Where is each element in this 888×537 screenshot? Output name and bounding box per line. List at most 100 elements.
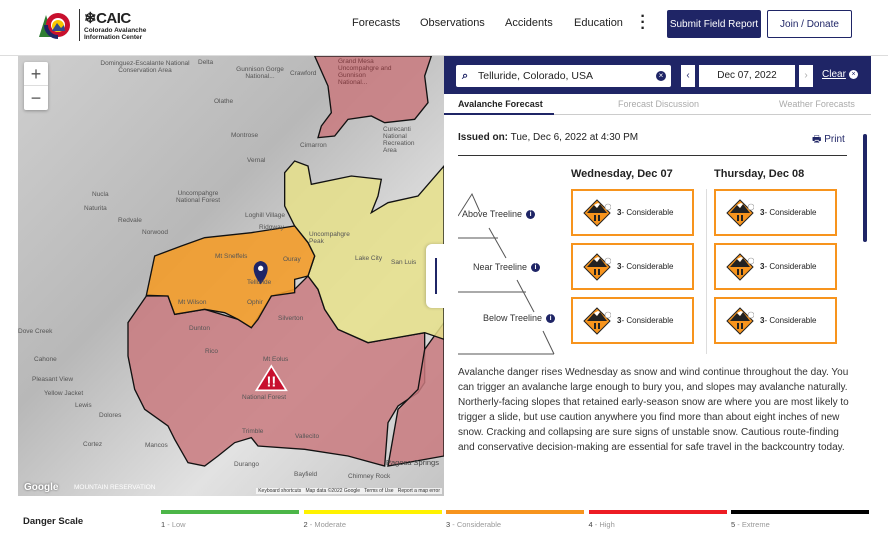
danger-rating-card[interactable]: 3- Considerable: [714, 189, 837, 236]
map-label: Vernal: [247, 157, 266, 164]
map-attribution: Keyboard shortcuts Map data ©2022 Google…: [256, 488, 442, 494]
map-zones: !!: [18, 56, 444, 496]
map-label: Dominguez-Escalante National Conservatio…: [100, 60, 190, 74]
map-label: Grand Mesa Uncompahgre and Gunnison Nati…: [338, 58, 392, 86]
nav-accidents[interactable]: Accidents: [505, 17, 553, 29]
considerable-danger-icon: [583, 306, 611, 335]
zone-east-high: [387, 321, 444, 467]
map-label: Dolores: [99, 412, 122, 419]
map-data-text: Map data ©2022 Google: [305, 488, 361, 494]
map-label: Nucla: [92, 191, 109, 198]
issued-on: Issued on: Tue, Dec 6, 2022 at 4:30 PM: [458, 132, 639, 143]
map-label: Trimble: [242, 428, 264, 435]
map-label: Lewis: [75, 402, 92, 409]
keyboard-shortcuts-link[interactable]: Keyboard shortcuts: [258, 488, 302, 494]
map-label: Lake City: [355, 255, 383, 262]
clear-icon[interactable]: ×: [849, 70, 858, 79]
panel-resize-handle[interactable]: [426, 244, 448, 308]
map-label: Naturita: [84, 205, 107, 212]
forecast-panel: ⌕ Telluride, Colorado, USA × ‹ Dec 07, 2…: [444, 56, 871, 496]
search-icon: ⌕: [462, 70, 469, 82]
scrollbar[interactable]: [863, 134, 867, 242]
clear-search-icon[interactable]: ×: [656, 71, 666, 81]
info-icon[interactable]: i: [526, 209, 536, 219]
map-label: National Forest: [242, 394, 287, 401]
map-label: Crawford: [290, 70, 317, 77]
clear-button[interactable]: Clear: [822, 69, 846, 80]
danger-level-5: 5 - Extreme: [731, 510, 869, 529]
report-error-link[interactable]: Report a map error: [397, 488, 440, 494]
info-icon[interactable]: i: [531, 262, 541, 272]
danger-level-3: 3 - Considerable: [446, 510, 584, 529]
map-label: Rico: [205, 348, 219, 355]
logo-text: ❄CAIC Colorado Avalanche Information Cen…: [79, 9, 146, 41]
map-label: Loghill Village: [245, 212, 285, 219]
danger-level-bar: [303, 510, 442, 514]
danger-rating-card[interactable]: 3- Considerable: [571, 243, 694, 290]
danger-level-label: 3 - Considerable: [446, 520, 502, 529]
avalanche-warning-icon: !!: [254, 364, 288, 392]
danger-level-2: 2 - Moderate: [303, 510, 442, 529]
zoom-in-button[interactable]: +: [24, 62, 48, 86]
danger-rating-label: 3- Considerable: [760, 208, 817, 217]
search-value: Telluride, Colorado, USA: [478, 70, 593, 82]
submit-field-report-button[interactable]: Submit Field Report: [667, 10, 761, 38]
nav-education[interactable]: Education: [574, 17, 623, 29]
day-header: Thursday, Dec 08: [714, 168, 805, 180]
map-label: Dunton: [189, 325, 210, 332]
danger-rating-card[interactable]: 3- Considerable: [714, 297, 837, 344]
svg-text:!!: !!: [266, 375, 276, 391]
map-label: Norwood: [142, 229, 169, 236]
forecast-summary: Avalanche danger rises Wednesday as snow…: [458, 367, 849, 453]
danger-rating-card[interactable]: 3- Considerable: [714, 243, 837, 290]
next-date-button[interactable]: ›: [799, 65, 813, 87]
map-label: Olathe: [214, 98, 234, 105]
map-label: Cahone: [34, 356, 57, 363]
day-divider: [706, 189, 707, 354]
map-label: MOUNTAIN RESERVATION: [74, 484, 156, 491]
danger-rating-label: 3- Considerable: [617, 208, 674, 217]
forecast-zone-map[interactable]: !! + − Dominguez-Escalante National Cons…: [18, 56, 444, 496]
nav-observations[interactable]: Observations: [420, 17, 485, 29]
map-label: San Luis: [391, 259, 417, 266]
date-picker[interactable]: Dec 07, 2022: [699, 65, 795, 87]
join-donate-button[interactable]: Join / Donate: [767, 10, 852, 38]
google-logo: Google: [24, 482, 59, 493]
elevation-below-treeline: Below Treeline i: [483, 313, 556, 323]
danger-level-bar: [731, 510, 869, 514]
active-tab-indicator: [444, 113, 554, 115]
map-label: Mt Wilson: [178, 299, 207, 306]
zoom-controls: + −: [24, 62, 48, 110]
caic-logo[interactable]: ❄CAIC Colorado Avalanche Information Cen…: [37, 9, 146, 41]
danger-level-label: 2 - Moderate: [303, 520, 347, 529]
considerable-danger-icon: [583, 252, 611, 281]
danger-rating-card[interactable]: 3- Considerable: [571, 189, 694, 236]
colorado-logo-icon: [37, 11, 73, 39]
danger-level-bar: [446, 510, 584, 514]
map-label: Redvale: [118, 217, 142, 224]
map-label: Pagosa Springs: [386, 458, 439, 467]
previous-date-button[interactable]: ‹: [681, 65, 695, 87]
danger-level-bar: [161, 510, 299, 514]
zone-northern-san-juan-considerable: [145, 225, 316, 329]
zoom-out-button[interactable]: −: [30, 88, 42, 108]
map-label: Ouray: [283, 256, 301, 263]
print-button[interactable]: 🖶 Print: [812, 134, 845, 145]
tab-forecast-discussion[interactable]: Forecast Discussion: [618, 99, 700, 109]
nav-forecasts[interactable]: Forecasts: [352, 17, 401, 29]
danger-rating-card[interactable]: 3- Considerable: [571, 297, 694, 344]
tab-weather-forecasts[interactable]: Weather Forecasts: [779, 99, 855, 109]
map-label: Cimarron: [300, 142, 327, 149]
considerable-danger-icon: [726, 198, 754, 227]
map-label: Durango: [234, 461, 259, 468]
info-icon[interactable]: i: [546, 313, 556, 323]
map-label: Mt Eolus: [263, 356, 289, 363]
map-label: Mancos: [145, 442, 168, 449]
tab-avalanche-forecast[interactable]: Avalanche Forecast: [458, 99, 543, 109]
more-menu-kebab-icon[interactable]: · · ·: [640, 8, 646, 37]
search-bar: ⌕ Telluride, Colorado, USA × ‹ Dec 07, 2…: [444, 56, 871, 94]
considerable-danger-icon: [726, 252, 754, 281]
map-label: Mt Sneffels: [215, 253, 248, 260]
location-search-input[interactable]: ⌕ Telluride, Colorado, USA ×: [456, 65, 671, 87]
terms-link[interactable]: Terms of Use: [364, 488, 394, 494]
